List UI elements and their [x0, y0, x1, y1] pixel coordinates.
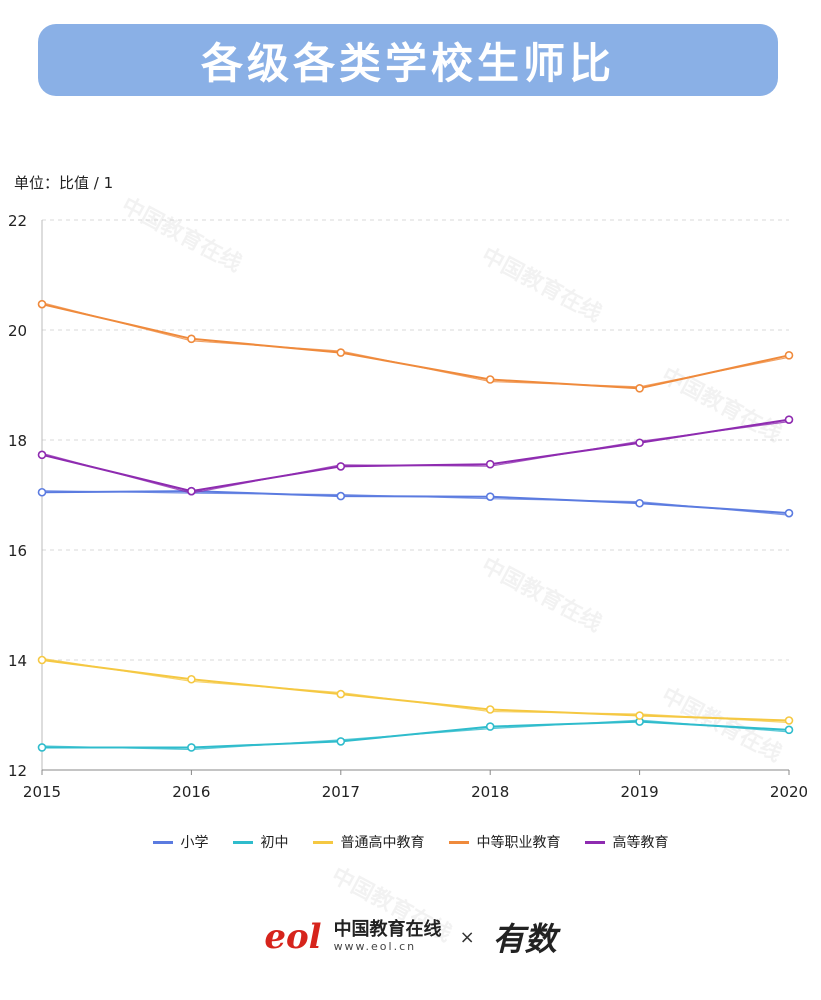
series-line	[42, 720, 790, 749]
data-point	[37, 655, 47, 665]
series-line	[41, 418, 790, 493]
data-point	[187, 674, 196, 684]
x-tick-label: 2015	[23, 783, 61, 801]
legend-label: 高等教育	[612, 835, 669, 851]
data-point	[336, 491, 346, 501]
watermark-text: 中国教育在线	[657, 682, 786, 767]
y-tick-label: 14	[8, 652, 27, 670]
x-tick-label: 2016	[172, 783, 210, 801]
legend-label: 中等职业教育	[476, 835, 561, 851]
legend-swatch	[232, 840, 253, 844]
data-point	[485, 722, 495, 731]
y-tick-label: 20	[8, 322, 27, 340]
data-point	[784, 350, 794, 360]
data-point	[37, 487, 47, 497]
data-point	[187, 486, 196, 496]
data-point	[336, 737, 346, 746]
data-point	[187, 334, 196, 344]
watermark-text: 中国教育在线	[657, 362, 786, 447]
brand-url: www.eol.cn	[333, 940, 417, 954]
data-point	[784, 725, 794, 735]
watermark-text: 中国教育在线	[477, 242, 606, 327]
data-point	[635, 383, 644, 393]
chart-legend: 小学 初中 普通高中教育 中等职业教育 高等教育	[0, 830, 821, 854]
eol-logo: eol	[264, 917, 322, 957]
legend-item: 初中	[232, 832, 289, 852]
data-point	[485, 492, 495, 501]
data-point	[187, 743, 196, 752]
footer: eol 中国教育在线 www.eol.cn × 有数	[0, 912, 821, 962]
x-tick-label: 2020	[770, 783, 808, 801]
legend-swatch	[312, 840, 333, 844]
legend-swatch	[584, 840, 605, 844]
series-line-shadow	[41, 490, 790, 516]
data-point	[784, 415, 794, 424]
series-line	[41, 490, 790, 515]
page-title: 各级各类学校生师比	[200, 38, 615, 88]
y-tick-label: 18	[8, 432, 27, 450]
x-tick-label: 2018	[471, 783, 509, 801]
data-point	[635, 711, 644, 720]
times-symbol: ×	[459, 926, 475, 948]
legend-label: 小学	[180, 835, 209, 851]
legend-item: 中等职业教育	[448, 832, 561, 852]
legend-item: 普通高中教育	[312, 832, 425, 852]
data-point	[37, 743, 47, 752]
data-point	[336, 462, 346, 471]
legend-item: 高等教育	[584, 832, 669, 852]
brand-name: 中国教育在线	[333, 919, 442, 941]
data-point	[485, 459, 495, 469]
data-point	[635, 438, 644, 448]
y-tick-label: 12	[8, 762, 27, 780]
data-point	[485, 705, 495, 714]
title-banner: 各级各类学校生师比	[38, 24, 778, 96]
legend-label: 初中	[260, 835, 289, 851]
watermark-text: 中国教育在线	[477, 552, 606, 637]
data-point	[784, 716, 794, 725]
data-point	[635, 498, 644, 508]
data-point	[485, 375, 495, 384]
data-point	[784, 508, 794, 518]
brand-block: 中国教育在线 www.eol.cn	[334, 920, 442, 953]
data-point	[336, 348, 346, 357]
x-tick-label: 2017	[322, 783, 360, 801]
legend-label: 普通高中教育	[340, 835, 425, 851]
y-tick-label: 22	[8, 212, 27, 230]
partner-logo: 有数	[492, 920, 557, 958]
data-point	[336, 689, 346, 699]
unit-label: 单位：比值 / 1	[14, 174, 114, 192]
data-point	[37, 299, 47, 309]
series-line	[41, 303, 790, 390]
data-point	[37, 450, 47, 460]
legend-swatch	[448, 840, 469, 844]
series-line	[41, 659, 790, 722]
legend-item: 小学	[152, 832, 209, 852]
legend-swatch	[152, 840, 173, 844]
x-tick-label: 2019	[621, 783, 659, 801]
y-tick-label: 16	[8, 542, 27, 560]
watermark-text: 中国教育在线	[117, 192, 246, 277]
